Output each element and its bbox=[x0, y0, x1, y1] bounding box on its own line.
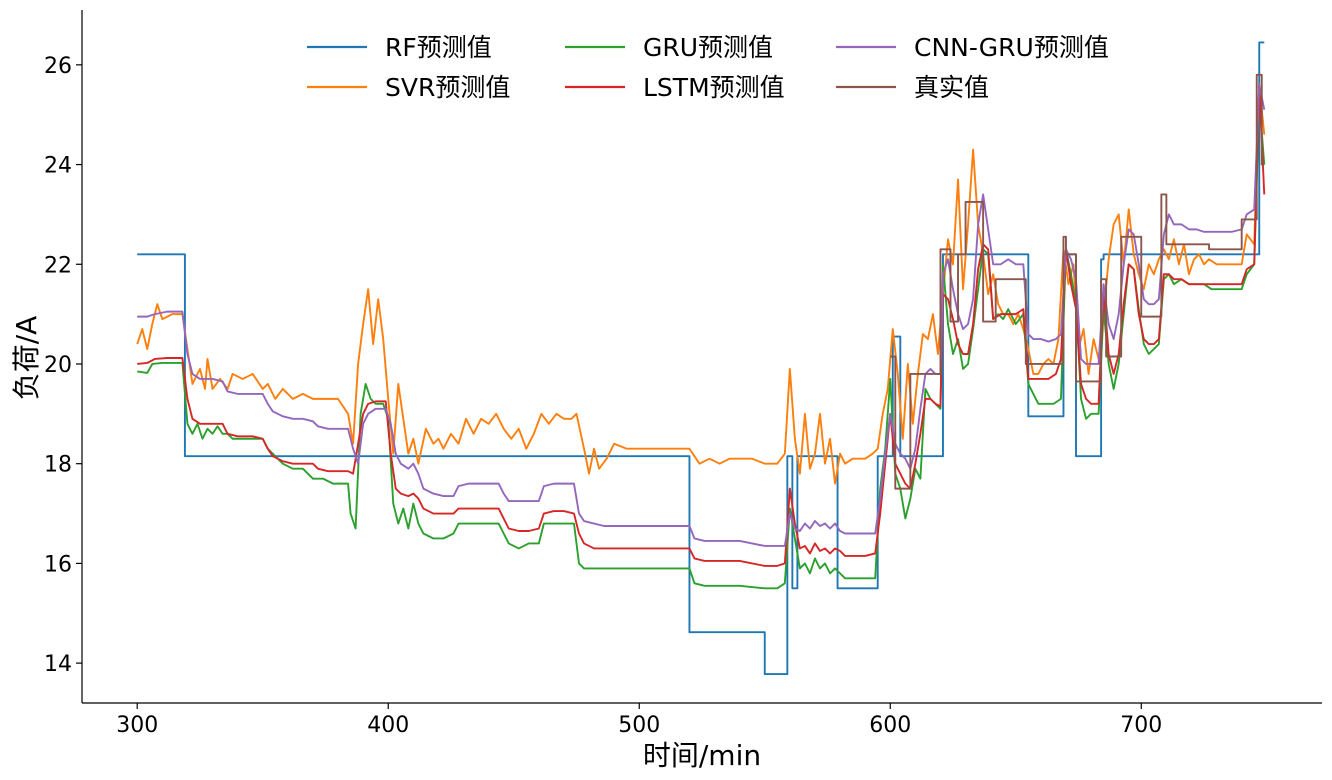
y-ticks: 14 16 18 20 22 24 26 bbox=[44, 54, 82, 677]
legend-label: LSTM预测值 bbox=[643, 73, 785, 102]
legend-label: SVR预测值 bbox=[385, 73, 510, 102]
y-tick-label: 16 bbox=[44, 552, 72, 577]
x-tick-label: 700 bbox=[1120, 713, 1162, 738]
x-tick-label: 500 bbox=[618, 713, 660, 738]
x-ticks: 300 400 500 600 700 bbox=[116, 703, 1162, 738]
legend-label: CNN-GRU预测值 bbox=[914, 33, 1109, 62]
plot-area bbox=[136, 41, 1266, 676]
y-axis-title: 负荷/A bbox=[10, 316, 43, 401]
x-tick-label: 400 bbox=[367, 713, 409, 738]
legend-label: 真实值 bbox=[914, 73, 989, 102]
y-tick-label: 24 bbox=[44, 154, 72, 179]
y-tick-label: 26 bbox=[44, 54, 72, 79]
y-tick-label: 18 bbox=[44, 453, 72, 478]
series-line-3 bbox=[137, 83, 1266, 567]
series-line-4 bbox=[137, 83, 1266, 547]
x-tick-label: 600 bbox=[869, 713, 911, 738]
y-tick-label: 22 bbox=[44, 253, 72, 278]
y-tick-label: 20 bbox=[44, 353, 72, 378]
x-axis-title: 时间/min bbox=[643, 739, 761, 772]
legend-label: RF预测值 bbox=[385, 33, 492, 62]
legend-label: GRU预测值 bbox=[643, 33, 773, 62]
series-line-0 bbox=[137, 41, 1265, 676]
series-line-5 bbox=[890, 73, 1265, 490]
x-tick-label: 300 bbox=[116, 713, 158, 738]
y-tick-label: 14 bbox=[44, 652, 72, 677]
series-line-1 bbox=[136, 83, 1266, 485]
axes bbox=[81, 10, 1322, 704]
